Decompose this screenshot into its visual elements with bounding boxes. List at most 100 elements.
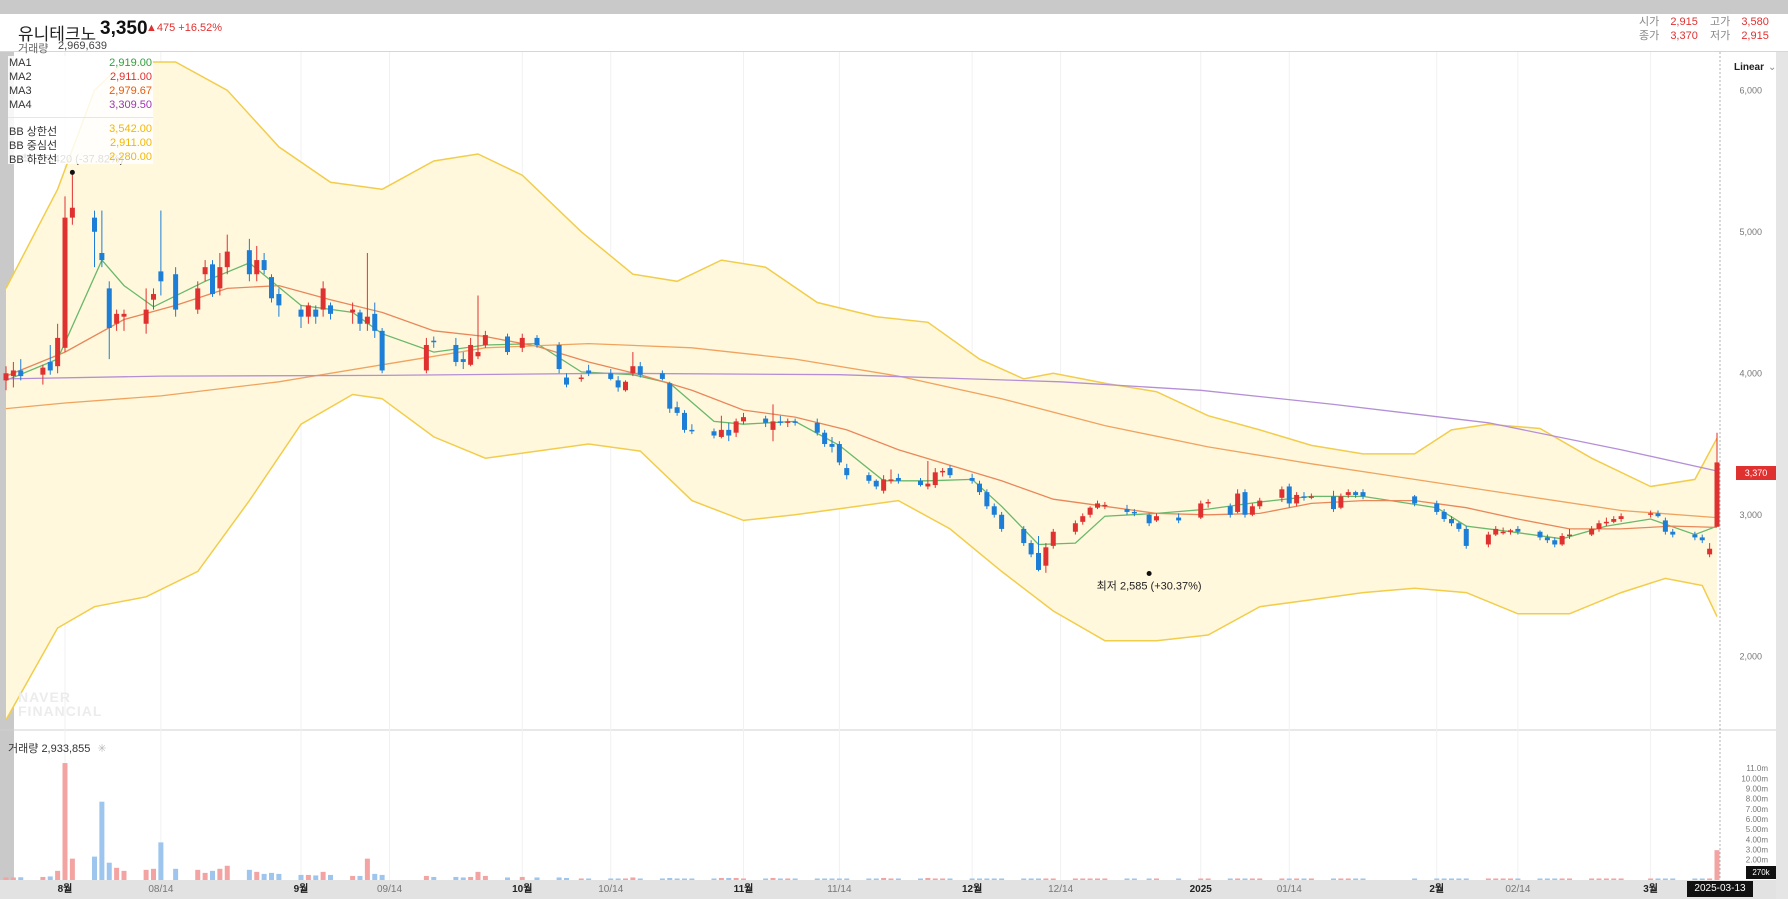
candle-body xyxy=(143,309,149,324)
volume-bar xyxy=(1412,878,1418,880)
candle-body xyxy=(726,429,732,436)
scale-selector[interactable]: Linear ⌄ xyxy=(1734,62,1776,73)
volume-bar xyxy=(940,878,946,880)
volume-bar xyxy=(305,874,311,880)
volume-tick-label: 4.00m xyxy=(1746,835,1769,844)
candle-body xyxy=(689,429,695,432)
volume-bar xyxy=(674,878,680,880)
open-label: 시가 xyxy=(1639,16,1660,28)
candle-body xyxy=(682,412,687,430)
volume-bar xyxy=(1345,878,1351,880)
volume-bar xyxy=(1331,878,1336,880)
candle-body xyxy=(1338,496,1344,508)
volume-bar xyxy=(556,877,562,880)
candle-body xyxy=(659,373,665,379)
current-price-tag: 3,370 xyxy=(1736,466,1776,480)
volume-panel-label: 거래량 xyxy=(8,743,39,755)
volume-bar xyxy=(578,878,584,880)
volume-bar xyxy=(1456,878,1462,880)
candle-body xyxy=(298,309,304,317)
scale-label: Linear xyxy=(1734,62,1765,73)
candle-body xyxy=(1463,528,1469,546)
candle-body xyxy=(918,480,923,486)
volume-bar xyxy=(770,877,776,880)
x-tick-label: 2025 xyxy=(1190,884,1213,895)
legend-bb-lower: BB 하한선 2,280.00 xyxy=(8,150,153,166)
candle-body xyxy=(519,337,525,348)
volume-bar xyxy=(1449,878,1454,880)
volume-bar xyxy=(261,873,267,880)
volume-bar xyxy=(151,868,156,880)
candle-body xyxy=(505,336,510,353)
candle-body xyxy=(10,370,16,377)
volume-bar xyxy=(637,878,643,880)
volume-bar xyxy=(69,858,75,880)
volume-bars[interactable] xyxy=(3,763,1720,880)
x-tick-label: 9월 xyxy=(294,883,309,895)
volume-bar xyxy=(10,877,16,880)
candle-body xyxy=(1670,531,1676,535)
candle-body xyxy=(578,377,584,380)
volume-bar xyxy=(328,874,333,880)
volume-tick-label: 11.0m xyxy=(1746,764,1768,773)
volume-bar xyxy=(1552,878,1558,880)
volume-bar xyxy=(62,763,68,880)
volume-bar xyxy=(718,877,724,880)
ma-line-ma3 xyxy=(5,342,1718,519)
legend-bb-middle: BB 중심선 2,911.00 xyxy=(8,136,153,152)
candle-body xyxy=(1412,496,1418,504)
candle-body xyxy=(844,468,850,476)
candle-body xyxy=(357,312,363,324)
volume-bar xyxy=(608,878,614,880)
candle-body xyxy=(1515,528,1521,532)
volume-bar xyxy=(1080,878,1086,880)
axes: 2,000 3,000 4,000 5,000 6,000 2.00m 3.00m4.00m… xyxy=(58,85,1769,895)
x-tick-label: 3월 xyxy=(1643,883,1658,895)
volume-bar xyxy=(372,873,378,880)
volume-bar xyxy=(224,865,230,880)
volume-bar xyxy=(667,877,673,880)
crosshair-date-tag: 2025-03-13 xyxy=(1687,881,1753,897)
volume-bar xyxy=(1500,878,1506,880)
candle-body xyxy=(364,316,370,324)
candle-body xyxy=(1131,511,1137,514)
candle-body xyxy=(623,381,628,391)
candle-body xyxy=(1618,516,1624,520)
legend-ma4: MA4 3,309.50 xyxy=(8,98,153,112)
candle-body xyxy=(1611,519,1617,522)
candles[interactable] xyxy=(3,172,1720,573)
x-tick-label: 12월 xyxy=(962,883,982,895)
volume-tick-label: 5.00m xyxy=(1746,825,1769,834)
candle-body xyxy=(822,432,828,445)
legend-ma3: MA3 2,979.67 xyxy=(8,84,153,98)
volume-value: 2,969,639 xyxy=(58,40,107,52)
chevron-down-icon: ⌄ xyxy=(1768,62,1777,73)
price-tick-label: 5,000 xyxy=(1739,227,1762,237)
volume-bar xyxy=(1662,878,1668,880)
candle-body xyxy=(718,429,724,437)
candle-body xyxy=(637,366,643,375)
volume-bar xyxy=(1707,878,1713,880)
volume-bar xyxy=(630,877,636,880)
volume-bar xyxy=(1131,878,1137,880)
candle-body xyxy=(763,418,769,423)
candle-body xyxy=(1286,486,1292,504)
volume-bar xyxy=(623,878,628,880)
watermark-line-2: FINANCIAL xyxy=(18,703,103,719)
price-tick-label: 4,000 xyxy=(1739,368,1762,378)
x-tick-label: 11/14 xyxy=(827,884,852,895)
volume-bar xyxy=(969,878,975,880)
candle-body xyxy=(873,480,879,487)
volume-bar xyxy=(1508,878,1513,880)
volume-bar xyxy=(143,869,149,880)
candle-body xyxy=(328,305,333,314)
high-label: 고가 xyxy=(1710,16,1731,28)
volume-bar xyxy=(217,868,223,880)
volume-bar xyxy=(1515,878,1521,880)
chart-canvas[interactable]: 2,000 3,000 4,000 5,000 6,000 2.00m 3.00m4.00m… xyxy=(0,52,1776,899)
candle-body xyxy=(47,361,53,371)
volume-bar xyxy=(1050,878,1056,880)
settings-icon[interactable]: ✳ xyxy=(97,743,107,755)
candle-body xyxy=(468,344,474,365)
annotation-dot xyxy=(1146,570,1152,576)
